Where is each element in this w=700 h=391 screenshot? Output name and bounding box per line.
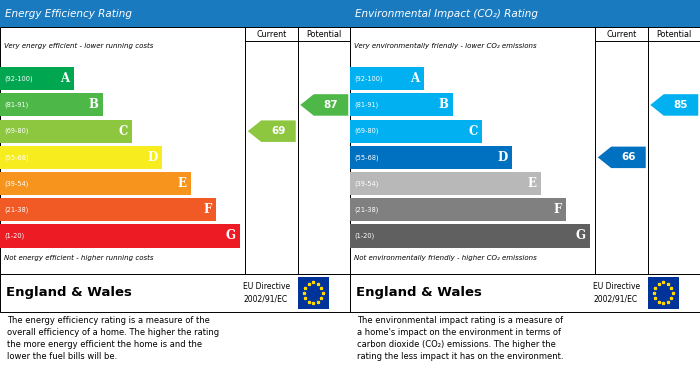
Text: (69-80): (69-80) bbox=[354, 128, 379, 135]
Bar bbox=[0, 198, 216, 221]
Text: F: F bbox=[553, 203, 561, 216]
Polygon shape bbox=[598, 147, 645, 168]
Text: (81-91): (81-91) bbox=[4, 102, 29, 108]
Text: C: C bbox=[469, 125, 478, 138]
Text: Not energy efficient - higher running costs: Not energy efficient - higher running co… bbox=[4, 255, 153, 262]
Text: (21-38): (21-38) bbox=[4, 206, 29, 213]
Text: A: A bbox=[60, 72, 69, 85]
Text: G: G bbox=[226, 230, 236, 242]
Text: Current: Current bbox=[256, 30, 286, 39]
Text: (39-54): (39-54) bbox=[4, 180, 29, 187]
Bar bbox=[298, 277, 329, 309]
Bar bbox=[0, 224, 240, 248]
Text: EU Directive
2002/91/EC: EU Directive 2002/91/EC bbox=[594, 282, 641, 303]
Text: C: C bbox=[119, 125, 128, 138]
Text: (92-100): (92-100) bbox=[4, 75, 33, 82]
Text: Energy Efficiency Rating: Energy Efficiency Rating bbox=[6, 9, 132, 19]
Bar bbox=[350, 67, 424, 90]
Text: (1-20): (1-20) bbox=[354, 233, 374, 239]
Text: B: B bbox=[439, 99, 449, 111]
Bar bbox=[0, 172, 191, 195]
Text: (55-68): (55-68) bbox=[354, 154, 379, 161]
Text: A: A bbox=[410, 72, 419, 85]
Text: EU Directive
2002/91/EC: EU Directive 2002/91/EC bbox=[244, 282, 290, 303]
Text: D: D bbox=[497, 151, 508, 164]
Text: D: D bbox=[147, 151, 158, 164]
Polygon shape bbox=[300, 94, 349, 116]
Bar bbox=[0, 27, 350, 274]
Bar bbox=[350, 224, 590, 248]
Text: Very energy efficient - lower running costs: Very energy efficient - lower running co… bbox=[4, 43, 153, 49]
Text: 66: 66 bbox=[621, 152, 636, 162]
Polygon shape bbox=[650, 94, 699, 116]
Bar bbox=[0, 120, 132, 143]
Text: England & Wales: England & Wales bbox=[6, 286, 132, 299]
Bar bbox=[0, 93, 103, 117]
Text: G: G bbox=[576, 230, 586, 242]
Text: 69: 69 bbox=[272, 126, 286, 136]
Text: Current: Current bbox=[606, 30, 636, 39]
Text: (39-54): (39-54) bbox=[354, 180, 379, 187]
Text: 85: 85 bbox=[673, 100, 688, 110]
Bar bbox=[350, 274, 700, 312]
Bar bbox=[0, 146, 162, 169]
Text: Potential: Potential bbox=[656, 30, 692, 39]
Text: 87: 87 bbox=[323, 100, 338, 110]
Bar bbox=[350, 27, 700, 274]
Text: The energy efficiency rating is a measure of the
overall efficiency of a home. T: The energy efficiency rating is a measur… bbox=[7, 316, 219, 361]
Text: (69-80): (69-80) bbox=[4, 128, 29, 135]
Bar bbox=[0, 67, 74, 90]
Text: (1-20): (1-20) bbox=[4, 233, 25, 239]
Polygon shape bbox=[248, 120, 295, 142]
Text: England & Wales: England & Wales bbox=[356, 286, 482, 299]
Bar bbox=[350, 146, 512, 169]
Bar bbox=[350, 120, 482, 143]
Bar bbox=[0, 274, 350, 312]
Text: Environmental Impact (CO₂) Rating: Environmental Impact (CO₂) Rating bbox=[355, 9, 538, 19]
Text: E: E bbox=[178, 177, 187, 190]
Text: Potential: Potential bbox=[306, 30, 342, 39]
Text: Very environmentally friendly - lower CO₂ emissions: Very environmentally friendly - lower CO… bbox=[354, 43, 536, 49]
Bar bbox=[350, 0, 700, 27]
Text: Not environmentally friendly - higher CO₂ emissions: Not environmentally friendly - higher CO… bbox=[354, 255, 536, 262]
Text: E: E bbox=[528, 177, 537, 190]
Text: (81-91): (81-91) bbox=[354, 102, 379, 108]
Text: (92-100): (92-100) bbox=[354, 75, 383, 82]
Bar bbox=[350, 172, 541, 195]
Text: The environmental impact rating is a measure of
a home's impact on the environme: The environmental impact rating is a mea… bbox=[357, 316, 564, 361]
Text: F: F bbox=[203, 203, 211, 216]
Bar bbox=[0, 0, 350, 27]
Bar bbox=[350, 198, 566, 221]
Text: (21-38): (21-38) bbox=[354, 206, 379, 213]
Text: (55-68): (55-68) bbox=[4, 154, 29, 161]
Bar bbox=[350, 93, 453, 117]
Bar bbox=[648, 277, 679, 309]
Text: B: B bbox=[89, 99, 99, 111]
